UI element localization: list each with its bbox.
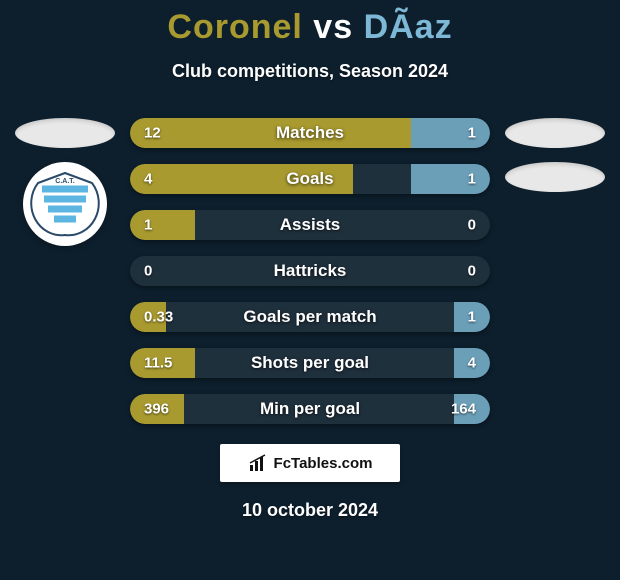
stat-value-left: 11.5: [144, 355, 172, 372]
side-left: C.A.T.: [10, 118, 120, 424]
stat-row: Goals 4 1: [130, 164, 490, 194]
stat-row: Hattricks 0 0: [130, 256, 490, 286]
stat-value-left: 4: [144, 171, 152, 188]
stat-label: Matches: [276, 123, 344, 143]
shield-icon: C.A.T.: [30, 169, 100, 239]
side-right: [500, 118, 610, 424]
stat-bar-left: [130, 118, 411, 148]
svg-text:C.A.T.: C.A.T.: [55, 178, 75, 185]
stat-value-left: 0: [144, 263, 152, 280]
stat-value-right: 0: [468, 263, 476, 280]
title-player2: DÃ­az: [364, 8, 453, 46]
stat-bar-left: [130, 210, 195, 240]
footer-brand[interactable]: FcTables.com: [220, 444, 400, 482]
flag-placeholder-right-1: [505, 118, 605, 148]
stat-value-right: 1: [468, 309, 476, 326]
stat-row: Matches 12 1: [130, 118, 490, 148]
stat-value-right: 1: [468, 125, 476, 142]
stat-value-right: 0: [468, 217, 476, 234]
footer-brand-text: FcTables.com: [274, 455, 373, 472]
stat-label: Shots per goal: [251, 353, 369, 373]
stat-row: Shots per goal 11.5 4: [130, 348, 490, 378]
stat-row: Assists 1 0: [130, 210, 490, 240]
stat-value-left: 396: [144, 401, 169, 418]
title-vs: vs: [313, 8, 353, 46]
stat-value-left: 0.33: [144, 309, 173, 326]
stat-bars: Matches 12 1 Goals 4 1 Assists 1 0 Hattricks 0 0 Goa…: [120, 118, 500, 424]
stat-bar-right: [411, 164, 490, 194]
content: Coronel vs DÃ­az Club competitions, Seas…: [0, 0, 620, 580]
stat-label: Min per goal: [260, 399, 360, 419]
stat-value-right: 1: [468, 171, 476, 188]
title-player1: Coronel: [167, 8, 302, 46]
stat-label: Assists: [280, 215, 340, 235]
page-title: Coronel vs DÃ­az: [0, 0, 620, 47]
stat-row: Min per goal 396 164: [130, 394, 490, 424]
stat-row: Goals per match 0.33 1: [130, 302, 490, 332]
flag-placeholder-right-2: [505, 162, 605, 192]
chart-icon: [248, 453, 268, 473]
stat-value-left: 1: [144, 217, 152, 234]
stat-bar-right: [411, 118, 490, 148]
footer-date: 10 october 2024: [0, 500, 620, 521]
stat-value-right: 4: [468, 355, 476, 372]
club-logo-left: C.A.T.: [23, 162, 107, 246]
subtitle: Club competitions, Season 2024: [0, 61, 620, 82]
stat-label: Hattricks: [274, 261, 347, 281]
stat-label: Goals: [286, 169, 333, 189]
stat-label: Goals per match: [243, 307, 376, 327]
main-row: C.A.T. Matches121Goals41Assists10Hattric…: [0, 118, 620, 424]
stat-value-right: 164: [451, 401, 476, 418]
stat-value-left: 12: [144, 125, 161, 142]
flag-placeholder-left: [15, 118, 115, 148]
